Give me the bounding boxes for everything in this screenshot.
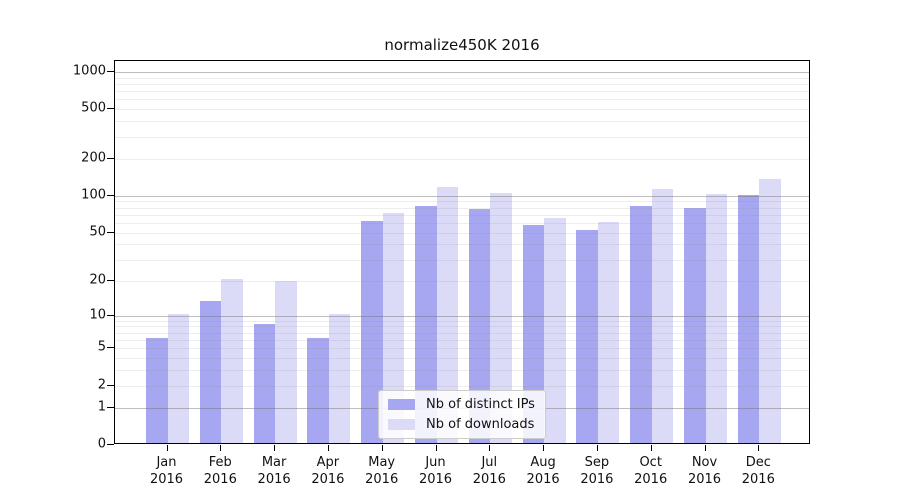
bar-distinct-ips-feb	[199, 300, 222, 443]
x-tick-mark-jun	[435, 445, 437, 451]
bar-downloads-oct	[651, 188, 674, 443]
bar-distinct-ips-jan	[146, 337, 168, 443]
bar-distinct-ips-jun	[415, 205, 437, 443]
x-tick-label-aug: Aug 2016	[526, 455, 560, 487]
x-tick-mark-mar	[274, 445, 276, 451]
y-axis-ticks	[107, 60, 114, 445]
legend: Nb of distinct IPs Nb of downloads	[378, 390, 546, 439]
legend-label-downloads: Nb of downloads	[426, 417, 535, 432]
bar-downloads-feb	[221, 278, 243, 443]
bar-downloads-aug	[544, 218, 566, 443]
bar-distinct-ips-oct	[630, 205, 652, 443]
legend-swatch-downloads	[388, 419, 415, 430]
y-tick-label-10: 10	[89, 307, 106, 323]
x-tick-label-nov: Nov 2016	[687, 455, 722, 487]
gridline-800	[115, 83, 809, 85]
y-tick-mark-20	[107, 279, 114, 281]
gridline-500	[115, 109, 809, 111]
bar-distinct-ips-sep	[576, 229, 598, 443]
bar-downloads-jun	[436, 187, 458, 443]
y-tick-label-5: 5	[97, 339, 106, 355]
x-tick-mark-apr	[327, 445, 329, 451]
bar-distinct-ips-apr	[307, 337, 329, 443]
legend-swatch-distinct-ips	[388, 399, 415, 410]
x-tick-mark-jan	[166, 445, 168, 451]
y-tick-mark-1	[107, 406, 114, 408]
y-tick-mark-500	[107, 108, 114, 110]
bar-downloads-dec	[759, 178, 781, 443]
bar-distinct-ips-dec	[737, 194, 760, 443]
bar-distinct-ips-mar	[253, 324, 276, 443]
gridline-300	[115, 136, 809, 138]
legend-item-downloads: Nb of downloads	[388, 417, 535, 432]
y-tick-mark-2	[107, 384, 114, 386]
gridline-700	[115, 91, 809, 93]
y-tick-mark-200	[107, 157, 114, 159]
bar-downloads-jan	[167, 313, 189, 443]
y-tick-mark-0	[107, 444, 114, 445]
y-tick-mark-5	[107, 347, 114, 349]
y-tick-mark-10	[107, 314, 114, 316]
x-axis: Jan 2016 Feb 2016 Mar 2016 Apr 2016 May 2016…	[0, 444, 900, 500]
y-tick-label-20: 20	[89, 272, 106, 288]
x-tick-mark-aug	[543, 445, 545, 451]
bar-downloads-may	[382, 212, 405, 443]
bar-distinct-ips-aug	[522, 224, 545, 443]
bar-downloads-jul	[490, 192, 512, 443]
gridline-200	[115, 158, 809, 160]
x-tick-label-jun: Jun 2016	[418, 455, 453, 487]
y-tick-label-50: 50	[89, 224, 106, 240]
x-tick-mark-oct	[650, 445, 652, 451]
y-tick-label-100: 100	[81, 187, 106, 203]
x-tick-label-jul: Jul 2016	[472, 455, 506, 487]
bar-downloads-mar	[275, 281, 297, 443]
y-tick-label-2: 2	[97, 377, 106, 393]
x-tick-mark-dec	[758, 445, 760, 451]
legend-item-distinct-ips: Nb of distinct IPs	[388, 397, 535, 412]
x-tick-mark-nov	[704, 445, 706, 451]
x-tick-label-may: May 2016	[365, 455, 399, 487]
x-tick-mark-sep	[596, 445, 598, 451]
y-tick-mark-100	[107, 194, 114, 196]
gridline-400	[115, 121, 809, 123]
gridline-600	[115, 99, 809, 101]
x-tick-mark-jul	[489, 445, 491, 451]
x-tick-label-mar: Mar 2016	[257, 455, 291, 487]
plot-area	[114, 60, 810, 444]
x-tick-label-feb: Feb 2016	[203, 455, 237, 487]
x-tick-mark-may	[381, 445, 383, 451]
bar-distinct-ips-may	[361, 221, 383, 443]
bar-distinct-ips-jul	[468, 209, 491, 443]
y-tick-label-500: 500	[81, 100, 106, 116]
x-tick-mark-feb	[220, 445, 222, 451]
y-axis: 0 1 2 5 10 20 50 100 200 500 1000	[0, 60, 106, 451]
y-tick-mark-1000	[107, 70, 114, 72]
bar-downloads-nov	[705, 193, 727, 443]
x-tick-label-sep: Sep 2016	[580, 455, 614, 487]
legend-label-distinct-ips: Nb of distinct IPs	[426, 397, 535, 412]
x-tick-label-apr: Apr 2016	[311, 455, 345, 487]
bar-downloads-sep	[597, 221, 620, 443]
y-tick-label-1: 1	[97, 399, 106, 415]
y-tick-label-200: 200	[81, 150, 106, 166]
gridline-900	[115, 77, 809, 79]
gridline-1000	[115, 71, 809, 73]
x-tick-label-oct: Oct 2016	[634, 455, 668, 487]
y-tick-label-1000: 1000	[72, 63, 106, 79]
x-tick-label-dec: Dec 2016	[741, 455, 775, 487]
x-tick-label-jan: Jan 2016	[149, 455, 184, 487]
y-tick-mark-50	[107, 231, 114, 233]
bar-downloads-apr	[328, 313, 351, 443]
y-tick-label-0: 0	[97, 436, 106, 452]
bar-distinct-ips-nov	[684, 207, 706, 443]
chart-title: normalize450K 2016	[384, 36, 540, 54]
